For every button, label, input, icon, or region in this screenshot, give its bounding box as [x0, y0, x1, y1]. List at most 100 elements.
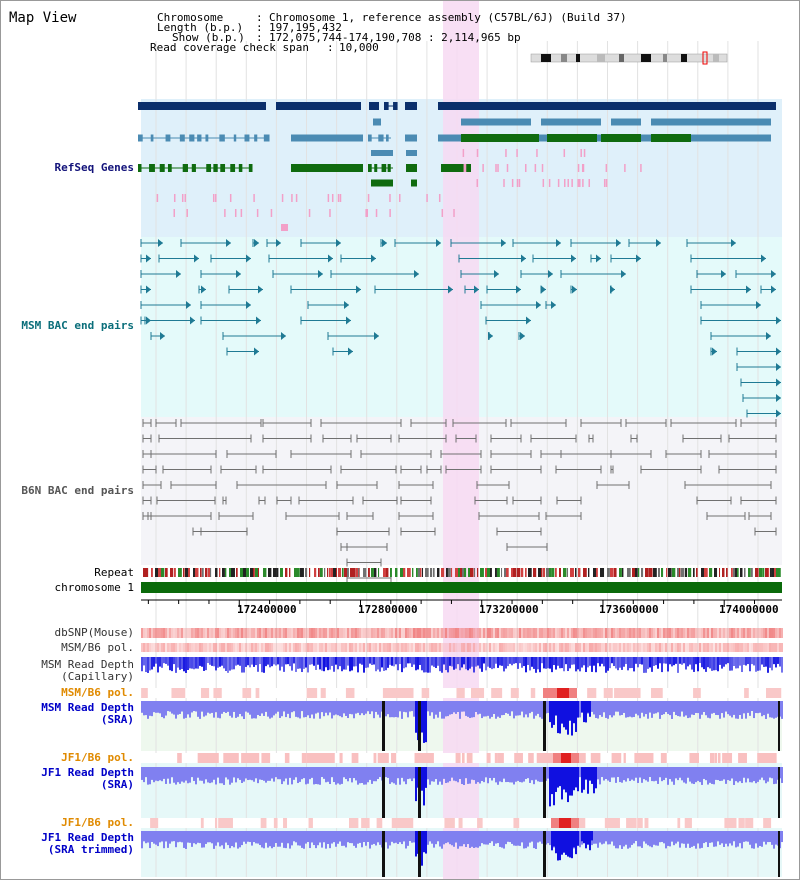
bac-end — [776, 347, 781, 356]
track-label-b6n-bac[interactable]: B6N BAC end pairs — [21, 484, 134, 497]
gene-exon — [371, 179, 393, 187]
polymorphism-density — [405, 688, 414, 698]
track-label-msm-depth-sra[interactable]: MSM Read Depth — [41, 701, 134, 714]
repeat-element — [222, 568, 225, 577]
track-label-jf1-b6-pol[interactable]: JF1/B6 pol. — [61, 751, 134, 764]
read-depth-bar — [481, 657, 483, 672]
polymorphism-density — [577, 643, 579, 652]
track-label-jf1-depth-trimmed[interactable]: JF1 Read Depth — [41, 831, 134, 844]
polymorphism-density — [637, 818, 643, 828]
polymorphism-density — [373, 643, 375, 652]
track-label-msm-bac[interactable]: MSM BAC end pairs — [21, 319, 134, 332]
read-depth-bar — [227, 701, 229, 712]
track-label-refseq[interactable]: RefSeq Genes — [54, 161, 134, 174]
repeat-element — [763, 568, 765, 577]
gene-exon — [197, 134, 202, 142]
read-depth-bar — [541, 657, 543, 664]
polymorphism-density — [595, 643, 597, 652]
refseq-mark — [256, 209, 259, 217]
refseq-mark — [640, 164, 642, 172]
read-depth-bar — [577, 831, 579, 846]
read-depth-bar — [423, 701, 425, 743]
read-depth-bar — [453, 831, 455, 847]
dbsnp-density — [533, 628, 535, 638]
read-depth-bar — [429, 701, 431, 716]
repeat-element — [649, 568, 653, 577]
read-depth-bar — [699, 657, 701, 664]
gene-exon — [384, 102, 389, 110]
repeat-element — [638, 568, 640, 577]
read-depth-bar — [635, 831, 637, 842]
read-depth-bar — [293, 767, 295, 780]
read-depth-bar — [299, 701, 301, 719]
axis-tick-label: 173600000 — [599, 603, 659, 616]
read-depth-bar — [681, 701, 683, 712]
track-label-chromosome[interactable]: chromosome 1 — [54, 581, 134, 594]
repeat-element — [225, 568, 227, 577]
bac-end — [246, 254, 251, 263]
track-label-jf1-b6-pol-trimmed[interactable]: JF1/B6 pol. — [61, 816, 134, 829]
read-depth-bar — [271, 701, 273, 718]
dbsnp-density — [705, 628, 707, 638]
polymorphism-density — [561, 643, 563, 652]
read-depth-bar — [225, 701, 227, 713]
dbsnp-density — [339, 628, 341, 638]
track-label-repeat[interactable]: Repeat — [94, 566, 134, 579]
refseq-mark — [571, 179, 573, 187]
read-depth-bar — [551, 831, 553, 851]
read-depth-bar — [335, 701, 337, 715]
read-depth-bar — [349, 767, 351, 779]
dbsnp-density — [305, 628, 307, 638]
read-depth-bar — [549, 657, 551, 669]
gene-exon — [276, 102, 361, 110]
read-depth-bar — [771, 701, 773, 718]
read-depth-bar — [389, 767, 391, 784]
track-label-msm-b6-pol[interactable]: MSM/B6 pol. — [61, 641, 134, 654]
read-depth-bar — [211, 831, 213, 844]
chromosome-bar — [141, 582, 782, 593]
read-depth-bar — [551, 701, 553, 728]
read-depth-bar — [719, 767, 721, 782]
read-depth-bar — [441, 657, 443, 673]
read-depth-bar — [621, 767, 623, 783]
polymorphism-density — [213, 688, 222, 698]
polymorphism-density — [275, 643, 277, 652]
repeat-element — [688, 568, 692, 577]
bac-end — [731, 239, 736, 247]
read-depth-bar — [283, 767, 285, 782]
gene-exon — [138, 102, 266, 110]
polymorphism-density — [494, 753, 498, 763]
read-depth-bar — [757, 657, 759, 671]
read-depth-bar — [335, 767, 337, 785]
read-depth-bar — [727, 831, 729, 847]
polymorphism-density — [265, 643, 267, 652]
dbsnp-density — [243, 628, 245, 638]
polymorphism-density — [390, 688, 399, 698]
read-depth-bar — [225, 831, 227, 843]
refseq-mark — [329, 209, 331, 217]
refseq-mark — [536, 149, 538, 157]
read-depth-bar — [727, 767, 729, 781]
read-depth-bar — [569, 701, 571, 721]
read-depth-bar — [483, 701, 485, 717]
dbsnp-density — [491, 628, 493, 638]
read-depth-bar — [295, 767, 297, 778]
read-depth-bar — [311, 657, 313, 665]
repeat-element — [246, 568, 250, 577]
track-label-msm-b6-pol-sra[interactable]: MSM/B6 pol. — [61, 686, 134, 699]
polymorphism-density — [369, 643, 371, 652]
repeat-element — [480, 568, 484, 577]
read-depth-bar — [513, 657, 515, 664]
gene-exon — [547, 134, 597, 142]
dbsnp-density — [689, 628, 691, 638]
read-depth-bar — [705, 767, 707, 781]
read-depth-bar — [399, 831, 401, 843]
track-label-msm-depth-capillary[interactable]: MSM Read Depth — [41, 658, 134, 671]
track-label-dbsnp[interactable]: dbSNP(Mouse) — [54, 626, 134, 639]
polymorphism-density — [367, 643, 369, 652]
read-depth-bar — [399, 657, 401, 665]
track-label-jf1-depth-sra[interactable]: JF1 Read Depth — [41, 766, 134, 779]
dbsnp-density — [727, 628, 729, 638]
polymorphism-density — [159, 643, 161, 652]
